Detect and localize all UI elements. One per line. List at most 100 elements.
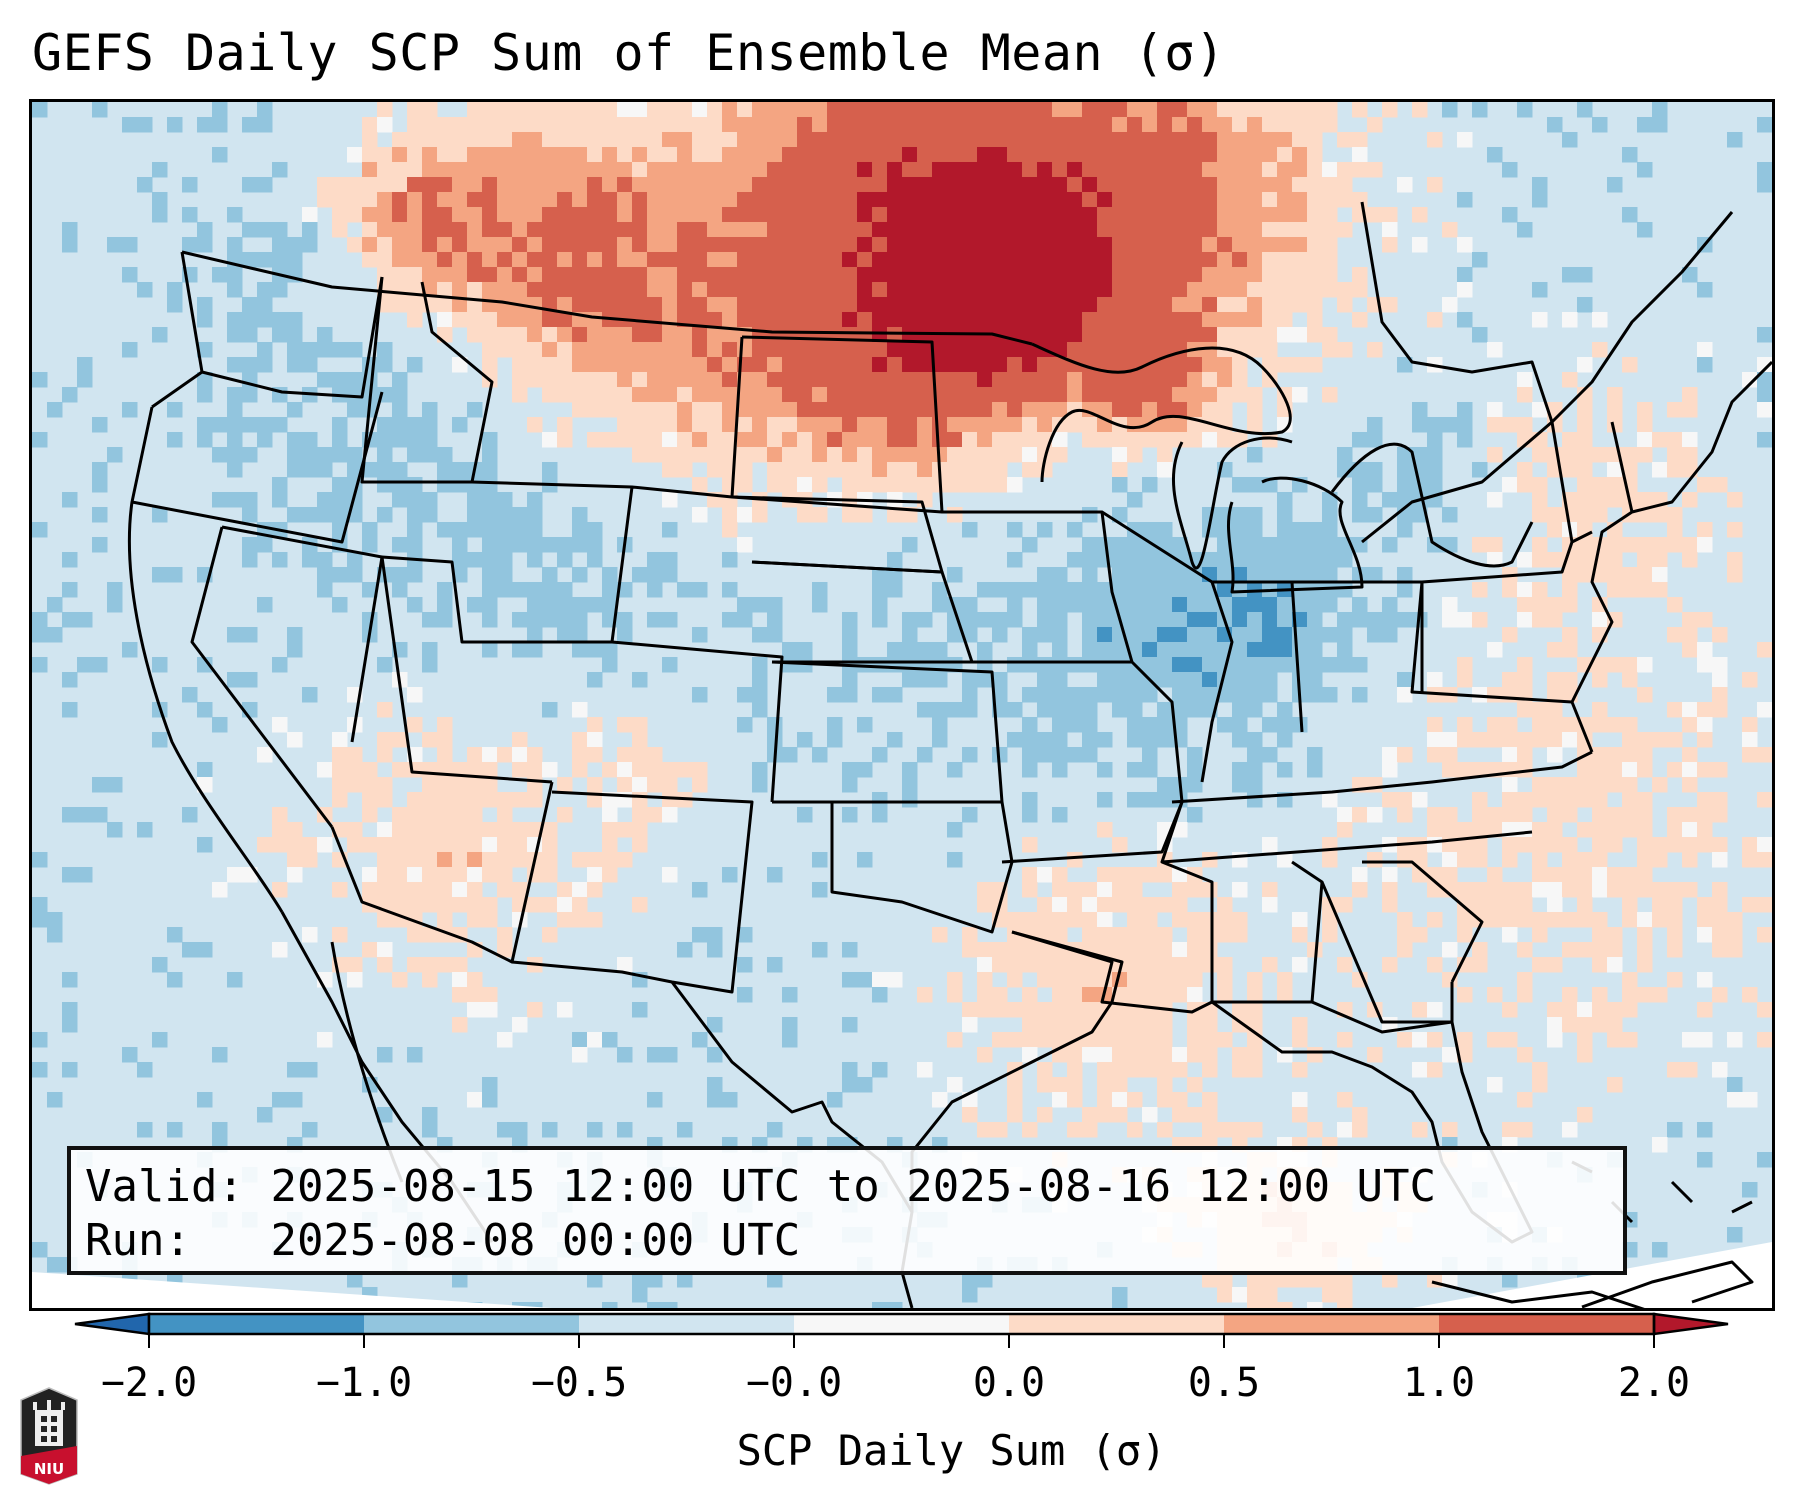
grid-cell bbox=[482, 282, 498, 298]
grid-cell bbox=[317, 507, 333, 523]
grid-cell bbox=[1307, 162, 1323, 178]
grid-cell bbox=[812, 297, 828, 313]
grid-cell bbox=[1082, 882, 1098, 898]
grid-cell bbox=[1607, 1077, 1623, 1093]
grid-cell bbox=[467, 552, 483, 568]
grid-cell bbox=[1082, 987, 1098, 1003]
grid-cell bbox=[1007, 417, 1023, 433]
grid-cell bbox=[647, 762, 663, 778]
grid-cell bbox=[632, 777, 648, 793]
grid-cell bbox=[512, 507, 528, 523]
grid-cell bbox=[1547, 552, 1563, 568]
grid-cell bbox=[1472, 582, 1488, 598]
grid-cell bbox=[617, 1122, 633, 1138]
grid-cell bbox=[1682, 837, 1698, 853]
grid-cell bbox=[917, 1062, 933, 1078]
grid-cell bbox=[632, 672, 648, 688]
grid-cell bbox=[1397, 1032, 1413, 1048]
grid-cell bbox=[977, 897, 993, 913]
grid-cell bbox=[512, 237, 528, 253]
grid-cell bbox=[887, 132, 903, 148]
grid-cell bbox=[1112, 942, 1128, 958]
grid-cell bbox=[617, 372, 633, 388]
grid-cell bbox=[362, 582, 378, 598]
grid-cell bbox=[722, 237, 738, 253]
grid-cell bbox=[692, 102, 708, 118]
grid-cell bbox=[227, 402, 243, 418]
grid-cell bbox=[1052, 912, 1068, 928]
grid-cell bbox=[1022, 327, 1038, 343]
grid-cell bbox=[947, 447, 963, 463]
grid-cell bbox=[1577, 1017, 1593, 1033]
grid-cell bbox=[632, 267, 648, 283]
grid-cell bbox=[617, 192, 633, 208]
grid-cell bbox=[1427, 1032, 1443, 1048]
grid-cell bbox=[1037, 1017, 1053, 1033]
grid-cell bbox=[887, 687, 903, 703]
grid-cell bbox=[962, 402, 978, 418]
grid-cell bbox=[497, 282, 513, 298]
grid-cell bbox=[482, 177, 498, 193]
grid-cell bbox=[1112, 897, 1128, 913]
run-value: 2025-08-08 00:00 UTC bbox=[270, 1215, 801, 1266]
grid-cell bbox=[1292, 237, 1308, 253]
grid-cell bbox=[1142, 942, 1158, 958]
grid-cell bbox=[1367, 162, 1383, 178]
grid-cell bbox=[1637, 867, 1653, 883]
grid-cell bbox=[1157, 1122, 1173, 1138]
grid-cell bbox=[392, 282, 408, 298]
grid-cell bbox=[1142, 612, 1158, 628]
grid-cell bbox=[692, 927, 708, 943]
grid-cell bbox=[587, 852, 603, 868]
grid-cell bbox=[947, 192, 963, 208]
grid-cell bbox=[1022, 957, 1038, 973]
grid-cell bbox=[1007, 432, 1023, 448]
grid-cell bbox=[482, 432, 498, 448]
grid-cell bbox=[1337, 297, 1353, 313]
grid-cell bbox=[377, 237, 393, 253]
grid-cell bbox=[1277, 852, 1293, 868]
grid-cell bbox=[257, 177, 273, 193]
grid-cell bbox=[1082, 612, 1098, 628]
grid-cell bbox=[1022, 447, 1038, 463]
grid-cell bbox=[257, 1107, 273, 1123]
nebraska-kansas bbox=[751, 560, 1004, 804]
grid-cell bbox=[782, 267, 798, 283]
grid-cell bbox=[662, 777, 678, 793]
grid-cell bbox=[1187, 162, 1203, 178]
grid-cell bbox=[467, 747, 483, 763]
grid-cell bbox=[1667, 537, 1683, 553]
grid-cell bbox=[1532, 822, 1548, 838]
grid-cell bbox=[542, 432, 558, 448]
grid-cell bbox=[827, 417, 843, 433]
grid-cell bbox=[1007, 1002, 1023, 1018]
map-panel[interactable] bbox=[29, 99, 1775, 1311]
grid-cell bbox=[1322, 282, 1338, 298]
grid-cell bbox=[1187, 372, 1203, 388]
grid-cell bbox=[1157, 267, 1173, 283]
map-canvas[interactable] bbox=[32, 102, 1772, 1308]
grid-cell bbox=[1397, 927, 1413, 943]
grid-cell bbox=[1082, 207, 1098, 223]
grid-cell bbox=[917, 672, 933, 688]
grid-cell bbox=[1457, 267, 1473, 283]
grid-cell bbox=[1592, 567, 1608, 583]
grid-cell bbox=[1052, 927, 1068, 943]
grid-cell bbox=[272, 237, 288, 253]
grid-cell bbox=[662, 372, 678, 388]
grid-cell bbox=[242, 552, 258, 568]
grid-cell bbox=[602, 357, 618, 373]
grid-cell bbox=[467, 207, 483, 223]
grid-cell bbox=[767, 207, 783, 223]
grid-cell bbox=[407, 192, 423, 208]
grid-cell bbox=[1667, 462, 1683, 478]
california-coast bbox=[127, 501, 284, 913]
grid-cell bbox=[407, 837, 423, 853]
grid-cell bbox=[392, 132, 408, 148]
grid-cell bbox=[1277, 237, 1293, 253]
grid-cell bbox=[452, 477, 468, 493]
grid-cell bbox=[647, 177, 663, 193]
grid-cell bbox=[1292, 282, 1308, 298]
grid-cell bbox=[977, 672, 993, 688]
grid-cell bbox=[572, 642, 588, 658]
